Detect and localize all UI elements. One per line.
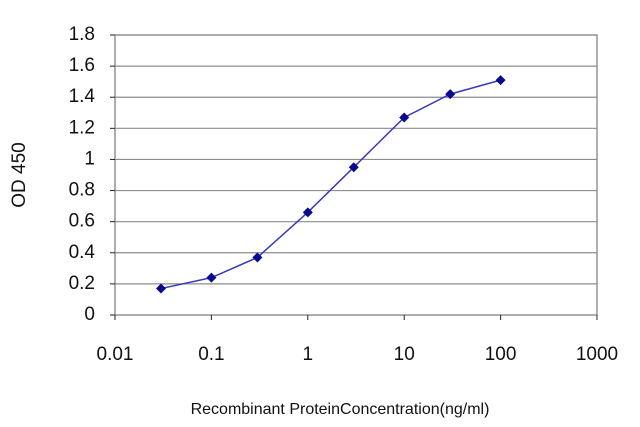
data-point: [495, 75, 506, 86]
y-tick-label: 1.4: [69, 86, 96, 107]
y-tick-label: 0.2: [69, 273, 95, 294]
y-tick-label: 1: [84, 148, 95, 169]
data-point: [155, 283, 166, 294]
y-tick-label: 0.4: [69, 242, 96, 263]
data-line: [160, 79, 501, 290]
y-tick-label: 1.8: [69, 24, 95, 45]
y-axis-label: OD 450: [9, 142, 30, 207]
y-tick-label: 1.6: [69, 55, 95, 76]
plot-frame: [114, 34, 598, 316]
x-axis-label: Recombinant ProteinConcentration(ng/ml): [191, 401, 490, 418]
y-tick-label: 0.8: [69, 180, 95, 201]
data-point: [399, 112, 410, 123]
x-tick-label: 10: [394, 344, 415, 365]
x-tick-label: 1: [303, 344, 314, 365]
data-point: [206, 272, 217, 283]
data-point: [348, 162, 359, 173]
x-tick-label: 0.1: [198, 344, 224, 365]
y-tick-label: 0.6: [69, 211, 95, 232]
data-point: [445, 89, 456, 100]
y-tick-label: 1.2: [69, 117, 95, 138]
x-tick-label: 1000: [576, 344, 618, 365]
x-tick-label: 0.01: [97, 344, 134, 365]
data-point: [302, 207, 313, 218]
x-tick-label: 100: [485, 344, 517, 365]
y-tick-label: 0: [84, 304, 95, 325]
data-point: [252, 252, 263, 263]
